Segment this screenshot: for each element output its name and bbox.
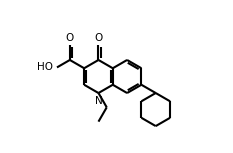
Text: O: O — [65, 33, 73, 43]
Text: HO: HO — [37, 62, 53, 72]
Text: O: O — [94, 33, 103, 43]
Text: N: N — [95, 96, 103, 106]
